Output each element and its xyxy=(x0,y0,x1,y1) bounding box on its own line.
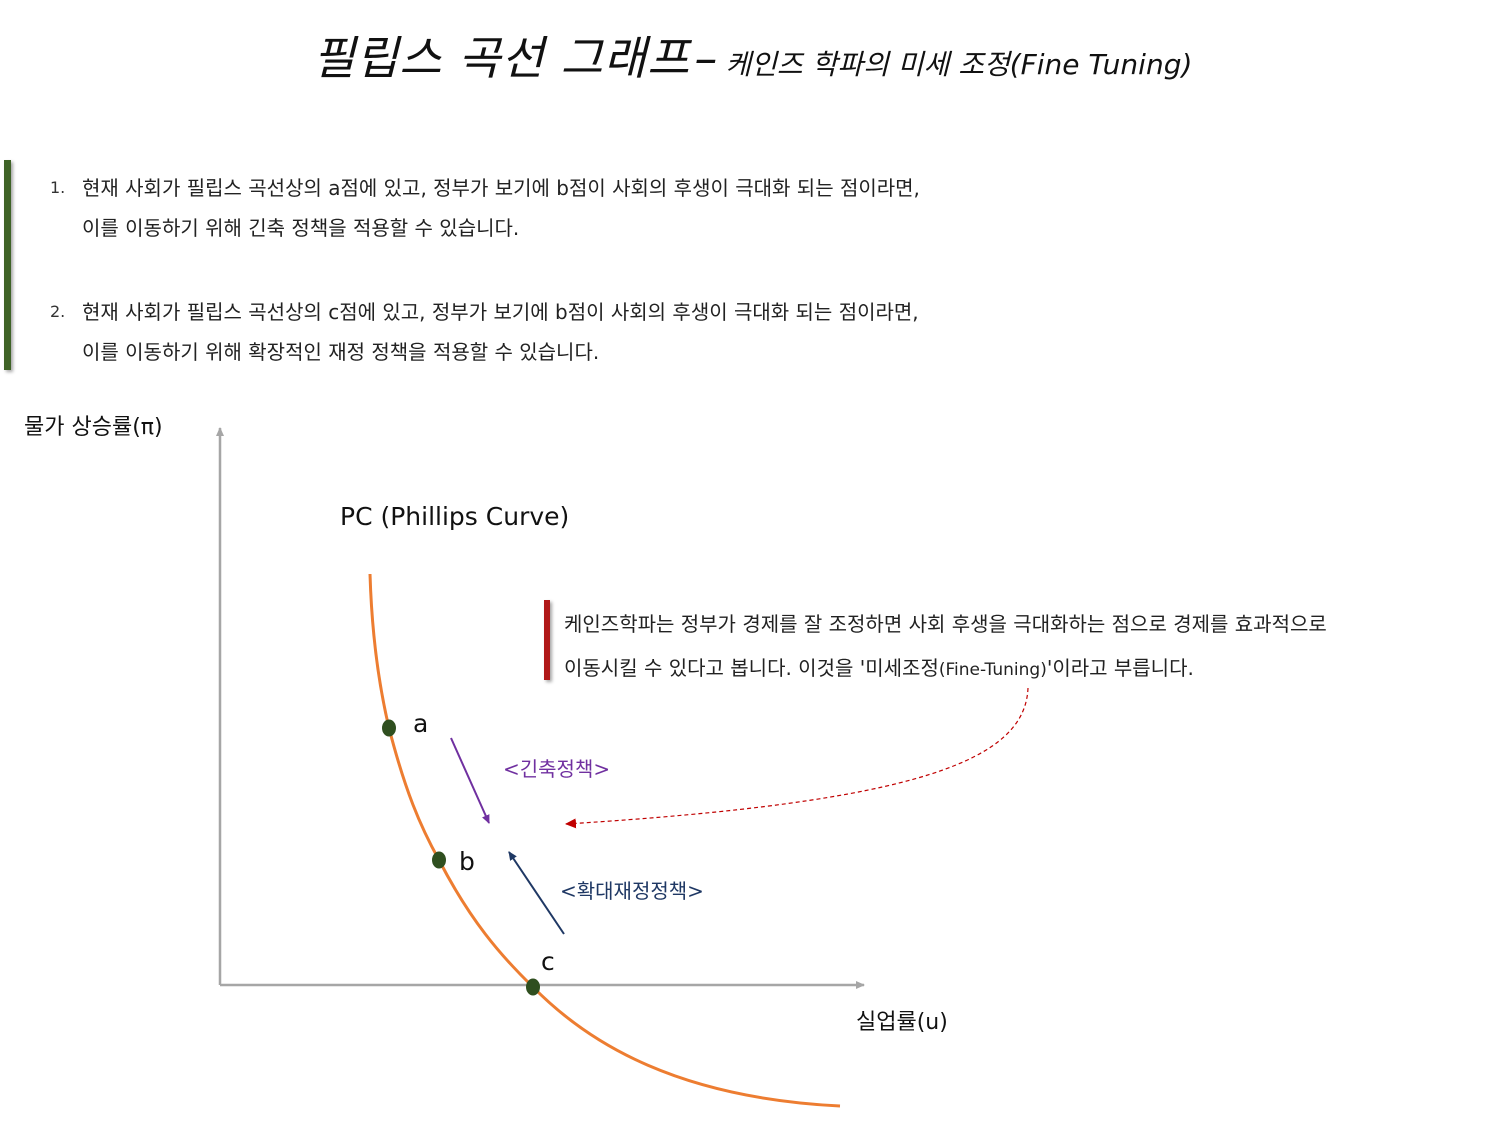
point-b-marker xyxy=(432,851,446,869)
list-item-line: 이를 이동하기 위해 확장적인 재정 정책을 적용할 수 있습니다. xyxy=(82,340,600,364)
point-c-marker xyxy=(526,978,540,996)
page-title: 필립스 곡선 그래프– 케인즈 학파의 미세 조정(Fine Tuning) xyxy=(0,22,1505,88)
list-item-line: 이를 이동하기 위해 긴축 정책을 적용할 수 있습니다. xyxy=(82,216,520,240)
note-text: 이동시킬 수 있다고 봅니다. 이것을 '미세조정 xyxy=(564,656,939,680)
note-text: '이라고 부릅니다. xyxy=(1046,656,1194,680)
note-fine-tuning: (Fine-Tuning) xyxy=(938,660,1047,680)
title-dash: – xyxy=(694,31,718,85)
note-line: 이동시킬 수 있다고 봅니다. 이것을 '미세조정(Fine-Tuning)'이… xyxy=(564,646,1327,692)
note-line: 케인즈학파는 정부가 경제를 잘 조정하면 사회 후생을 극대화하는 점으로 경… xyxy=(564,612,1327,636)
title-main: 필립스 곡선 그래프 xyxy=(312,31,691,85)
list-accent-bar xyxy=(4,160,11,370)
point-a-label: a xyxy=(413,709,428,738)
note-accent-bar xyxy=(544,600,550,680)
list-item-line: 현재 사회가 필립스 곡선상의 c점에 있고, 정부가 보기에 b점이 사회의 … xyxy=(82,300,919,324)
list-item-number: 2. xyxy=(50,302,66,321)
explanation-list: 1. 현재 사회가 필립스 곡선상의 a점에 있고, 정부가 보기에 b점이 사… xyxy=(50,168,920,416)
phillips-curve xyxy=(368,573,841,1108)
curve-label: PC (Phillips Curve) xyxy=(340,502,569,531)
point-c-label: c xyxy=(541,947,555,976)
list-item-number: 1. xyxy=(50,178,66,197)
list-item: 2. 현재 사회가 필립스 곡선상의 c점에 있고, 정부가 보기에 b점이 사… xyxy=(50,292,920,372)
point-a-marker xyxy=(382,719,396,737)
contraction-arrow xyxy=(450,737,490,824)
x-axis-label: 실업률(u) xyxy=(856,1010,948,1035)
expansion-arrow xyxy=(508,851,565,935)
expansion-label: <확대재정정책> xyxy=(560,879,704,903)
note-dashed-arrow xyxy=(565,687,1029,829)
keynesian-note: 케인즈학파는 정부가 경제를 잘 조정하면 사회 후생을 극대화하는 점으로 경… xyxy=(564,602,1327,692)
contraction-label: <긴축정책> xyxy=(503,757,610,781)
list-item-line: 현재 사회가 필립스 곡선상의 a점에 있고, 정부가 보기에 b점이 사회의 … xyxy=(82,176,920,200)
y-axis-label: 물가 상승률(π) xyxy=(24,415,163,440)
title-subtitle: 케인즈 학파의 미세 조정(Fine Tuning) xyxy=(725,48,1193,81)
list-item: 1. 현재 사회가 필립스 곡선상의 a점에 있고, 정부가 보기에 b점이 사… xyxy=(50,168,920,248)
point-b-label: b xyxy=(459,847,475,876)
